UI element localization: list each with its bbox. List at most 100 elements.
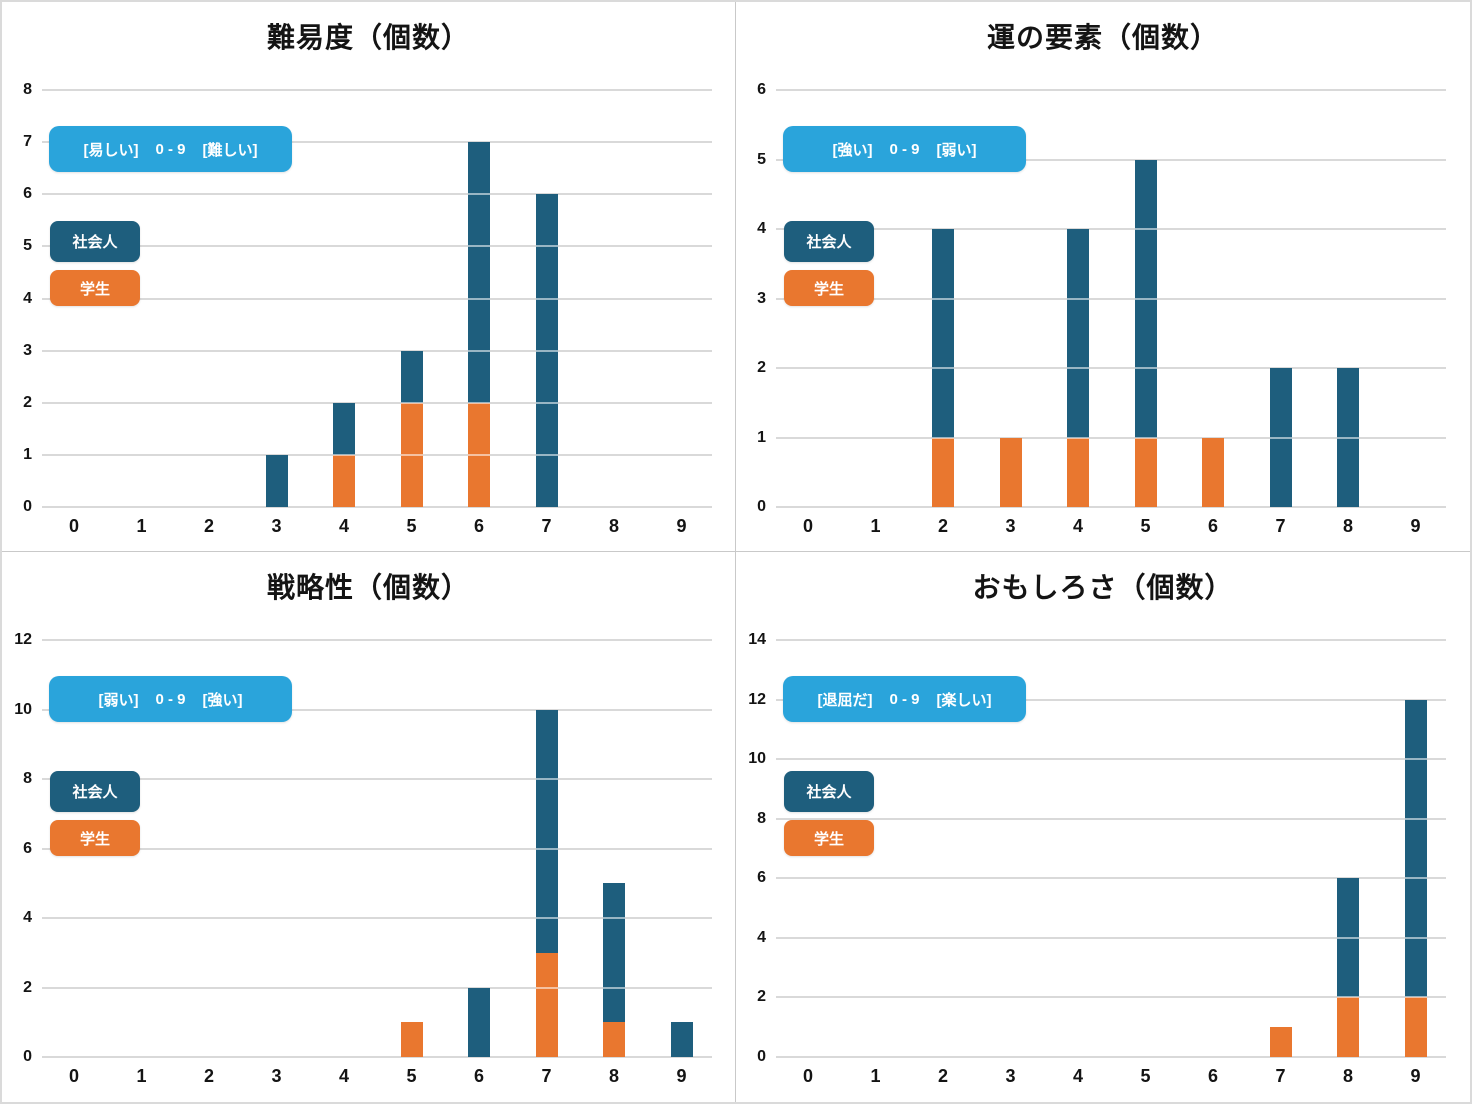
- bar-segment: [1067, 437, 1089, 507]
- gridlines-layer: [40, 639, 716, 1058]
- gridline: [42, 708, 712, 711]
- y-tick-label: 0: [757, 498, 766, 515]
- scale-range-badge: [易しい] 0 - 9 [難しい]: [49, 126, 292, 172]
- y-tick-label: 6: [23, 185, 32, 203]
- chart-title: 運の要素（個数）: [986, 22, 1219, 53]
- gridline-over-bar: [468, 401, 490, 404]
- plot-area: 0 1 2 3 4 5 6 7 8 0 1 2 3 4 5 6 7 8 9 [易しい] 0 - 9 [難しい] 社…: [23, 81, 716, 536]
- gridline: [42, 453, 712, 456]
- scale-range-label: 0 - 9: [155, 140, 186, 158]
- y-tick-label: 8: [757, 809, 766, 827]
- scale-range-badge: [強い] 0 - 9 [弱い]: [783, 126, 1026, 172]
- legend: 社会人 学生: [50, 771, 140, 856]
- bar-segment: [603, 1022, 625, 1057]
- x-tick-label: 4: [1072, 516, 1083, 536]
- legend: 社会人 学生: [784, 771, 874, 856]
- x-tick-label: 6: [473, 516, 484, 536]
- legend-item-shakaijin: 社会人: [784, 771, 874, 812]
- x-tick-label: 4: [338, 516, 349, 536]
- x-axis-labels: 0 1 2 3 4 5 6 7 8 9: [40, 90, 716, 536]
- x-tick-label: 2: [203, 1066, 214, 1086]
- plot-area: 0 1 2 3 4 5 6 0 1 2 3 4 5 6 7 8 9 [強い] 0 - 9 [弱い] 社会人 学…: [757, 81, 1450, 536]
- gridline: [776, 158, 1446, 161]
- bars-layer: [774, 640, 1450, 1057]
- gridline-over-bar: [535, 349, 558, 352]
- gridline-over-bar: [932, 436, 954, 439]
- x-tick-label: 7: [1275, 516, 1286, 536]
- y-tick-label: 0: [23, 1048, 32, 1065]
- x-tick-label: 4: [1072, 1066, 1083, 1086]
- gridlines-layer: [774, 639, 1450, 1058]
- legend-item-shakaijin: 社会人: [50, 221, 140, 262]
- x-tick-label: 7: [1275, 1066, 1286, 1086]
- gridline: [776, 817, 1446, 820]
- gridline-over-bar: [1134, 367, 1157, 369]
- x-tick-label: 8: [608, 516, 619, 536]
- gridline-over-bar: [535, 917, 558, 919]
- bar-segment: [1337, 997, 1359, 1057]
- gridline-over-bar: [1067, 367, 1089, 369]
- gridline: [776, 996, 1446, 999]
- x-axis-labels: 0 1 2 3 4 5 6 7 8 9: [774, 640, 1450, 1086]
- x-tick-label: 1: [136, 516, 147, 536]
- gridline: [776, 758, 1446, 761]
- legend-item-shakaijin: 社会人: [784, 221, 874, 262]
- y-tick-label: 3: [757, 289, 766, 307]
- y-tick-label: 4: [23, 909, 32, 926]
- x-axis-labels: 0 1 2 3 4 5 6 7 8 9: [40, 640, 716, 1086]
- gridlines-layer: [40, 89, 716, 508]
- y-tick-label: 5: [757, 150, 766, 168]
- scale-right-label: [難しい]: [202, 141, 258, 159]
- scale-range-label: 0 - 9: [889, 690, 920, 708]
- gridline: [42, 349, 712, 352]
- gridline: [42, 401, 712, 404]
- gridline: [776, 297, 1446, 300]
- y-tick-label: 2: [757, 988, 766, 1006]
- gridline-over-bar: [400, 401, 423, 404]
- gridline: [42, 847, 712, 850]
- x-axis-labels: 0 1 2 3 4 5 6 7 8 9: [774, 90, 1450, 536]
- x-tick-label: 5: [1140, 1066, 1151, 1086]
- legend: 社会人 学生: [50, 221, 140, 306]
- gridline-over-bar: [1404, 996, 1427, 999]
- gridline-over-bar: [535, 401, 558, 404]
- x-tick-label: 7: [541, 516, 552, 536]
- x-tick-label: 1: [870, 1066, 881, 1086]
- x-tick-label: 1: [870, 516, 881, 536]
- gridline: [776, 877, 1446, 880]
- x-tick-label: 0: [68, 516, 79, 536]
- x-tick-label: 0: [68, 1066, 79, 1086]
- gridline: [42, 506, 712, 508]
- scale-right-label: [弱い]: [936, 141, 977, 159]
- gridline: [776, 639, 1446, 641]
- scale-left-label: [弱い]: [98, 691, 139, 709]
- bar-segment: [333, 402, 355, 455]
- y-tick-label: 6: [23, 839, 32, 857]
- gridline-over-bar: [1404, 817, 1427, 820]
- bar-segment: [1134, 437, 1157, 507]
- bar-segment: [1404, 699, 1427, 998]
- gridline-over-bar: [1404, 877, 1427, 880]
- y-tick-label: 5: [23, 237, 32, 255]
- chart-luck: 運の要素（個数） 0 1 2 3 4 5 6 0 1 2 3 4 5 6 7 8 9 [強い] 0 - 9 […: [736, 2, 1470, 552]
- y-tick-label: 12: [14, 631, 32, 648]
- y-tick-label: 4: [757, 928, 766, 946]
- gridline-over-bar: [535, 245, 558, 248]
- y-axis-labels: 0 1 2 3 4 5 6: [757, 81, 1450, 515]
- y-tick-label: 1: [757, 428, 766, 446]
- x-tick-label: 0: [802, 1066, 813, 1086]
- gridline-over-bar: [603, 986, 625, 989]
- x-tick-label: 8: [1342, 516, 1353, 536]
- scale-range-label: 0 - 9: [155, 690, 186, 708]
- x-tick-label: 7: [541, 1066, 552, 1086]
- chart-title: おもしろさ（個数）: [972, 572, 1234, 603]
- gridlines-layer: [774, 89, 1450, 508]
- bar-segment: [400, 350, 423, 403]
- gridline: [42, 917, 712, 919]
- y-tick-label: 7: [23, 133, 32, 151]
- y-tick-label: 3: [23, 341, 32, 359]
